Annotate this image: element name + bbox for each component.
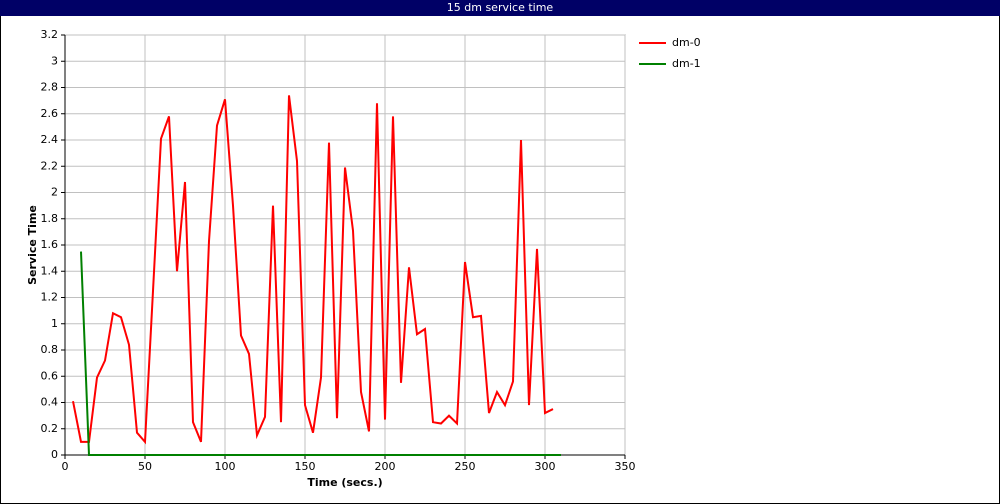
y-tick-label: 0.4 — [41, 396, 59, 409]
y-tick-label: 0.2 — [41, 422, 59, 435]
y-tick-label: 2.2 — [41, 159, 59, 172]
y-tick-label: 2 — [51, 186, 58, 199]
x-tick-label: 200 — [375, 460, 396, 473]
title-bar — [0, 0, 1000, 16]
x-tick-label: 0 — [62, 460, 69, 473]
legend-label: dm-1 — [672, 57, 701, 70]
y-tick-label: 0 — [51, 448, 58, 461]
y-axis-label: Service Time — [26, 205, 39, 285]
y-tick-label: 0.6 — [41, 369, 59, 382]
x-tick-label: 150 — [295, 460, 316, 473]
x-tick-label: 350 — [615, 460, 636, 473]
series-line — [72, 95, 554, 445]
y-tick-label: 2.4 — [41, 133, 59, 146]
x-tick-label: 250 — [455, 460, 476, 473]
series-line — [80, 251, 561, 456]
x-axis-label: Time (secs.) — [307, 476, 382, 489]
y-tick-label: 3 — [51, 54, 58, 67]
y-tick-label: 1 — [51, 317, 58, 330]
legend-label: dm-0 — [672, 36, 701, 49]
chart-title: 15 dm service time — [447, 1, 554, 14]
y-tick-label: 0.8 — [41, 343, 59, 356]
y-tick-label: 2.6 — [41, 107, 59, 120]
y-tick-label: 1.8 — [41, 212, 59, 225]
x-tick-label: 100 — [215, 460, 236, 473]
y-tick-label: 1.2 — [41, 291, 59, 304]
x-tick-label: 300 — [535, 460, 556, 473]
y-tick-label: 1.4 — [41, 264, 59, 277]
y-tick-label: 2.8 — [41, 81, 59, 94]
y-tick-label: 1.6 — [41, 238, 59, 251]
x-tick-label: 50 — [138, 460, 152, 473]
y-tick-label: 3.2 — [41, 28, 59, 41]
